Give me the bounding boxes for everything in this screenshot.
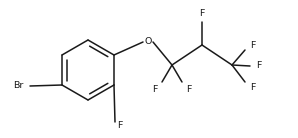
Text: F: F bbox=[117, 121, 123, 131]
Text: F: F bbox=[152, 86, 158, 95]
Text: F: F bbox=[199, 10, 205, 18]
Text: F: F bbox=[250, 42, 256, 51]
Text: Br: Br bbox=[13, 82, 23, 91]
Text: O: O bbox=[144, 38, 152, 47]
Text: F: F bbox=[186, 86, 192, 95]
Text: F: F bbox=[256, 62, 262, 71]
Text: F: F bbox=[250, 83, 256, 92]
